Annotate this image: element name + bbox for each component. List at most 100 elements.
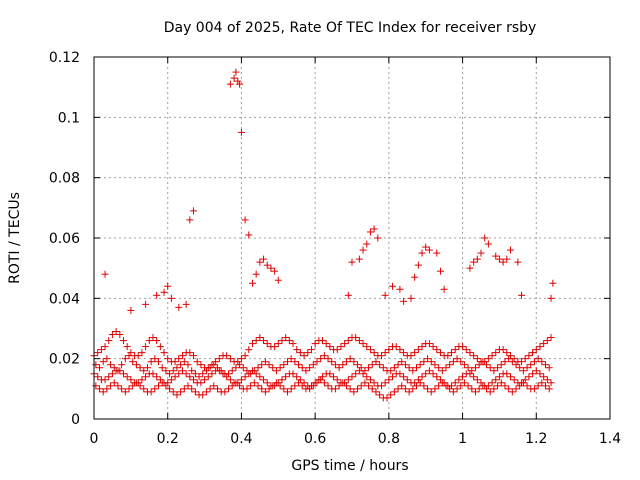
data-point (333, 376, 341, 384)
data-point (118, 385, 126, 393)
data-point (508, 358, 516, 366)
data-point (142, 300, 150, 308)
data-point (247, 382, 255, 390)
data-point (350, 358, 358, 366)
data-point (317, 376, 325, 384)
data-point (204, 373, 212, 381)
data-point (435, 364, 443, 372)
data-point (366, 376, 374, 384)
data-point (156, 343, 164, 351)
data-point (278, 376, 286, 384)
data-point (114, 382, 122, 390)
data-point (191, 370, 199, 378)
data-point (160, 288, 168, 296)
data-point (534, 382, 542, 390)
data-point (136, 382, 144, 390)
data-point (175, 355, 183, 363)
data-point (162, 382, 170, 390)
data-point (324, 382, 332, 390)
data-point (400, 297, 408, 305)
data-point (269, 382, 277, 390)
data-point (309, 361, 317, 369)
data-point (529, 349, 537, 357)
y-tick-label: 0.06 (49, 231, 80, 247)
data-point (149, 334, 157, 342)
data-point (195, 373, 203, 381)
data-point (160, 349, 168, 357)
data-point (125, 385, 133, 393)
data-point (506, 373, 514, 381)
y-tick-label: 0 (71, 412, 80, 428)
data-point (169, 388, 177, 396)
data-point (97, 346, 105, 354)
data-point (337, 343, 345, 351)
data-point (532, 367, 540, 375)
data-point (387, 391, 395, 399)
data-point (422, 370, 430, 378)
data-point (99, 358, 107, 366)
data-point (540, 373, 548, 381)
data-point (105, 337, 113, 345)
data-point (285, 337, 293, 345)
data-point (247, 370, 255, 378)
data-point (512, 361, 520, 369)
data-point (306, 385, 314, 393)
data-point (374, 234, 382, 242)
data-point (153, 291, 161, 299)
data-point (295, 361, 303, 369)
data-point (184, 361, 192, 369)
data-point (191, 388, 199, 396)
data-point (114, 367, 122, 375)
data-point (173, 364, 181, 372)
data-point (132, 361, 140, 369)
data-point (202, 388, 210, 396)
data-point (440, 285, 448, 293)
data-point (519, 379, 527, 387)
data-point (508, 388, 516, 396)
data-point (501, 382, 509, 390)
data-point (366, 228, 374, 236)
data-point (186, 373, 194, 381)
data-point (532, 346, 540, 354)
data-point (457, 358, 465, 366)
data-point (213, 385, 221, 393)
data-point (313, 379, 321, 387)
data-point (471, 388, 479, 396)
data-point (514, 258, 522, 266)
data-point (186, 216, 194, 224)
data-point (237, 355, 245, 363)
data-point (158, 364, 166, 372)
data-point (400, 349, 408, 357)
data-point (414, 346, 422, 354)
data-point (497, 379, 505, 387)
data-point (147, 388, 155, 396)
x-axis-label: GPS time / hours (291, 458, 408, 474)
data-point (342, 358, 350, 366)
data-point (280, 385, 288, 393)
data-point (424, 355, 432, 363)
data-point (101, 376, 109, 384)
data-point (379, 364, 387, 372)
data-point (420, 358, 428, 366)
data-point (503, 255, 511, 263)
data-point (492, 376, 500, 384)
data-point (256, 334, 264, 342)
data-point (503, 370, 511, 378)
data-point (151, 355, 159, 363)
data-point (182, 370, 190, 378)
data-point (282, 373, 290, 381)
data-point (280, 361, 288, 369)
data-point (542, 361, 549, 369)
data-point (271, 267, 279, 275)
data-point (230, 74, 238, 82)
data-point (486, 388, 494, 396)
data-point (363, 373, 371, 381)
data-point (331, 361, 339, 369)
data-point (547, 334, 555, 342)
data-point (123, 343, 131, 351)
data-point (263, 340, 271, 348)
x-tick-label: 0.6 (304, 431, 326, 447)
data-point (225, 385, 233, 393)
data-point (107, 361, 115, 369)
data-point (271, 343, 279, 351)
